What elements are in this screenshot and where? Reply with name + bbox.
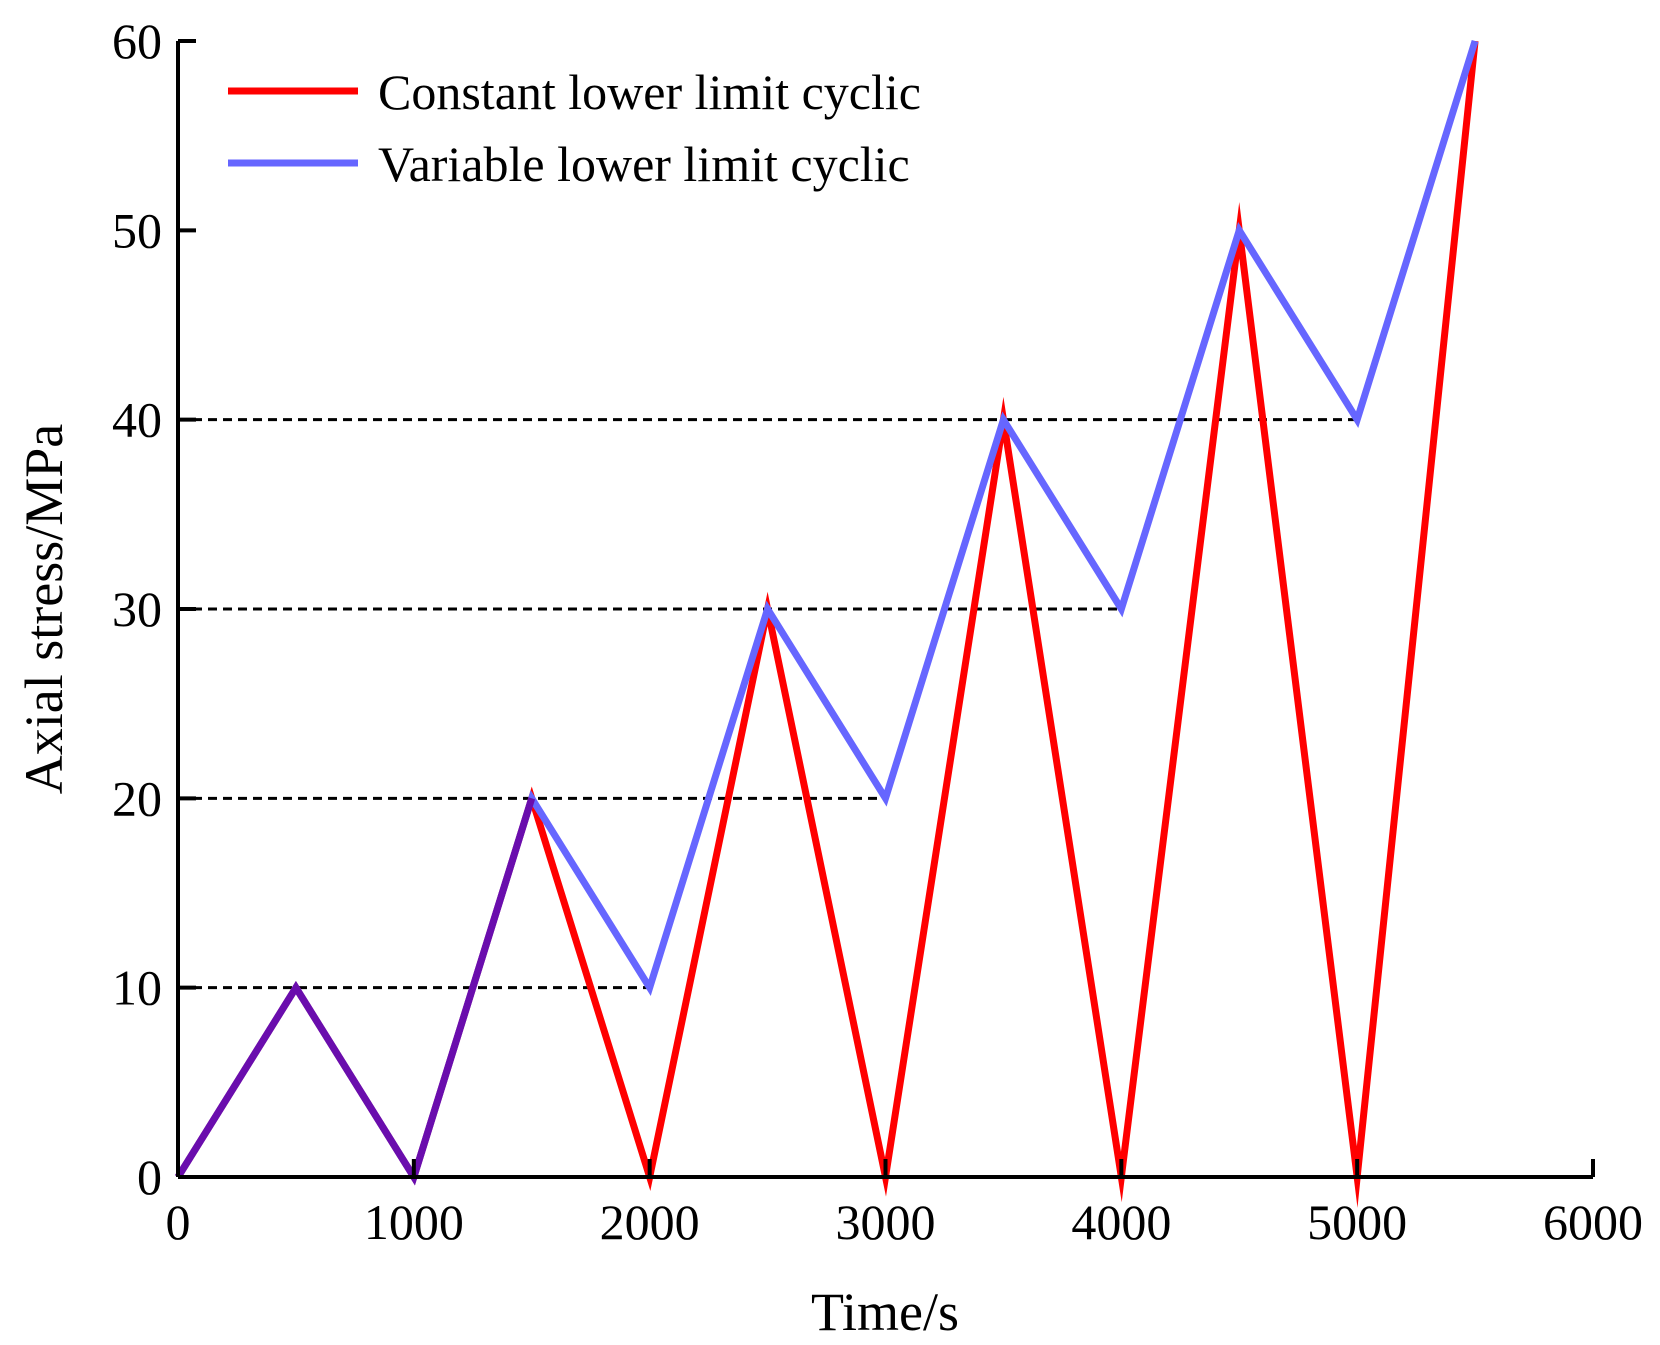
y-axis-title: Axial stress/MPa <box>14 424 74 795</box>
x-tick-label: 3000 <box>836 1194 936 1250</box>
legend-label-constant: Constant lower limit cyclic <box>378 64 921 120</box>
y-tick-label: 20 <box>112 770 162 826</box>
series-lines <box>175 39 1479 1208</box>
x-tick-label: 6000 <box>1543 1194 1643 1250</box>
x-axis-title: Time/s <box>811 1282 959 1342</box>
x-tick-label: 1000 <box>364 1194 464 1250</box>
legend: Constant lower limit cyclic Variable low… <box>228 64 921 192</box>
y-tick-label: 60 <box>112 13 162 69</box>
x-tick-label: 5000 <box>1307 1194 1407 1250</box>
x-tick-label: 0 <box>166 1194 191 1250</box>
y-tick-label: 40 <box>112 392 162 448</box>
series-overlap-segment <box>175 797 536 1186</box>
legend-label-variable: Variable lower limit cyclic <box>378 136 910 192</box>
y-tick-label: 30 <box>112 581 162 637</box>
y-tick-label: 10 <box>112 960 162 1016</box>
y-tick-label: 50 <box>112 202 162 258</box>
y-tick-label: 0 <box>137 1149 162 1205</box>
ticks: 0 1000 2000 3000 4000 5000 6000 0 10 20 30 40 50 60 <box>112 13 1643 1250</box>
x-tick-label: 4000 <box>1071 1194 1171 1250</box>
x-tick-label: 2000 <box>600 1194 700 1250</box>
